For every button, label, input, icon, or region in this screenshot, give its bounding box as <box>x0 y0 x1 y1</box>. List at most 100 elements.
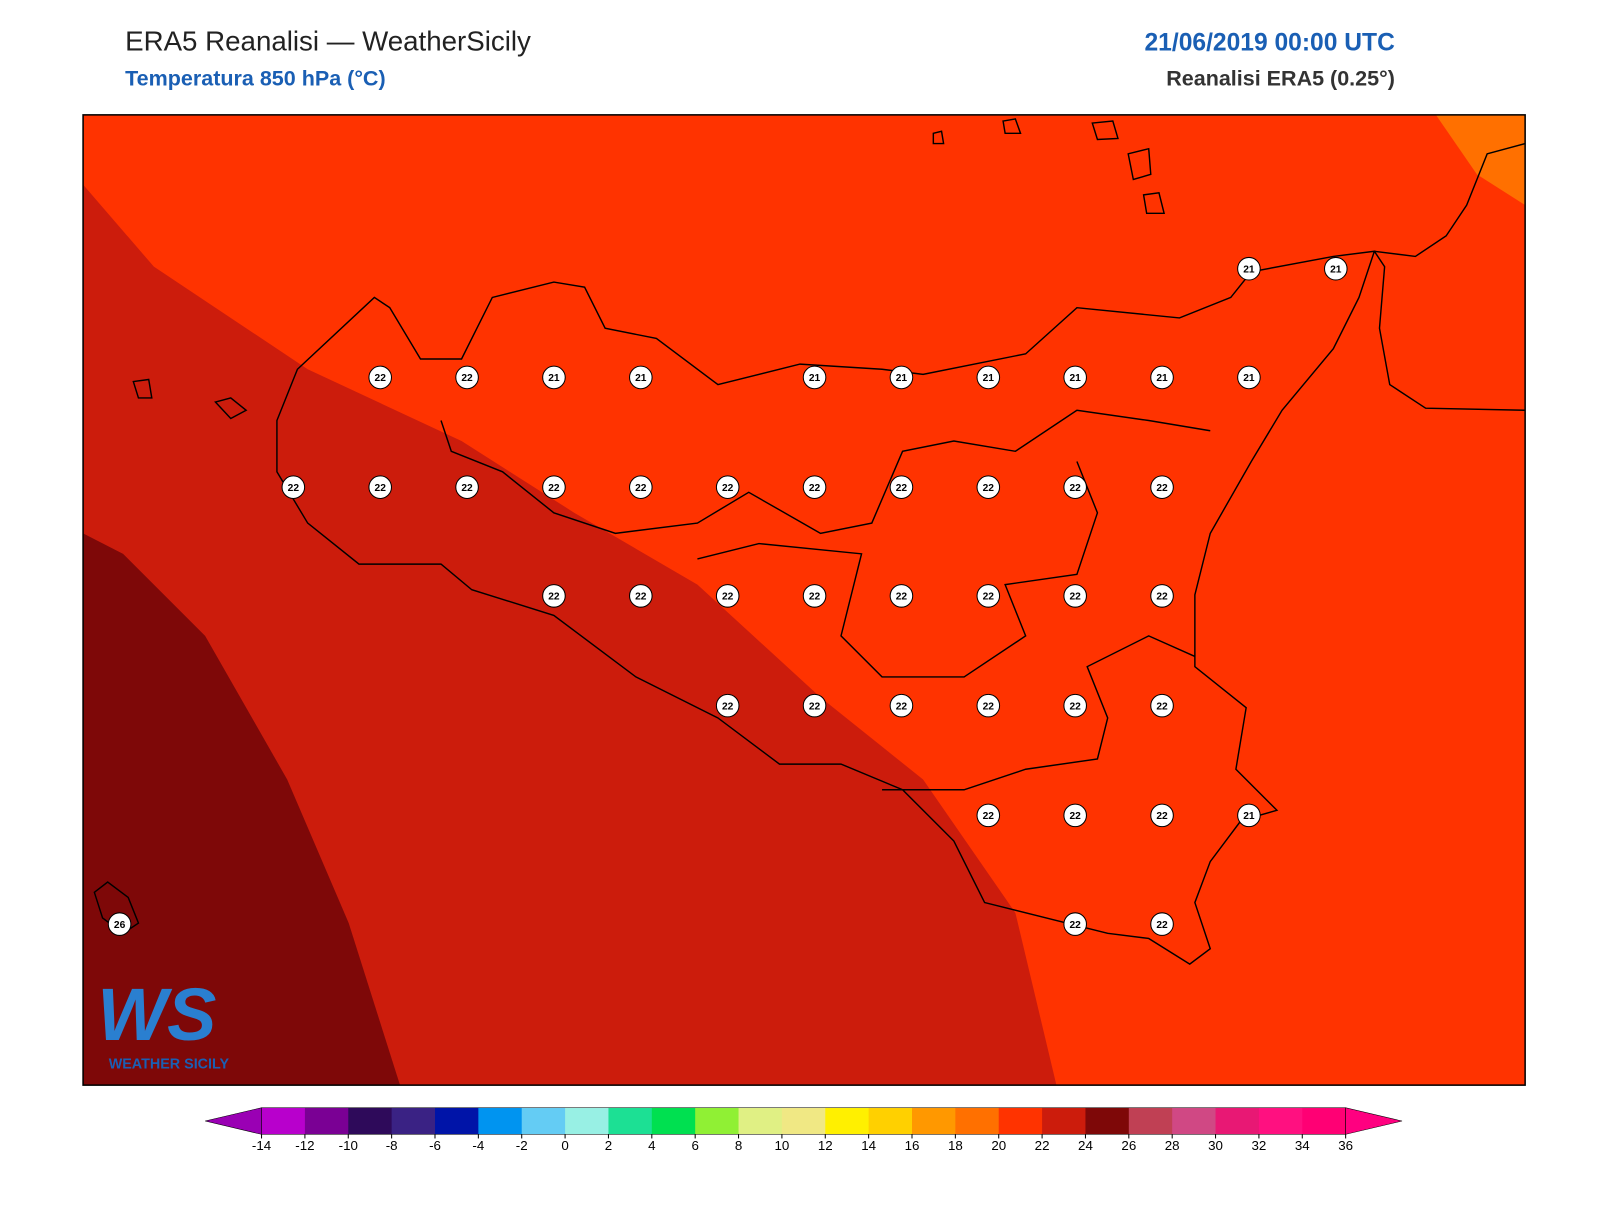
colorbar-bin <box>651 1107 696 1135</box>
stations: 21 21 22 22 21 21 21 21 21 21 21 21 22 22 22 22 22 22 22 22… <box>107 256 1348 936</box>
colorbar-tick-label: -8 <box>386 1138 398 1153</box>
station-value: 22 <box>288 483 300 494</box>
subtitle: Temperatura 850 hPa (°C) <box>125 67 386 91</box>
colorbar-tick-label: -10 <box>339 1138 358 1153</box>
colorbar-bin <box>955 1107 1000 1135</box>
station-value: 22 <box>1156 811 1168 822</box>
colorbar-bin <box>261 1107 306 1135</box>
station-marker <box>629 365 653 390</box>
coastline-sicily <box>276 250 1376 965</box>
colorbar-tick-label: 36 <box>1338 1138 1353 1153</box>
date: 21/06/2019 00:00 UTC <box>1144 30 1395 57</box>
colorbar-tick-label: -6 <box>429 1138 441 1153</box>
colorbar-tick-label: 4 <box>648 1138 656 1153</box>
station-value: 22 <box>1069 811 1081 822</box>
station-marker <box>1237 803 1261 828</box>
source: Reanalisi ERA5 (0.25°) <box>1166 67 1395 91</box>
station-value: 22 <box>809 701 821 712</box>
station-marker <box>1063 475 1087 499</box>
colorbar-bin <box>912 1107 956 1135</box>
station-marker <box>1063 365 1087 390</box>
station-value: 22 <box>896 701 908 712</box>
station-value: 22 <box>548 483 560 494</box>
station-value: 22 <box>1156 920 1168 931</box>
station-marker <box>368 475 393 499</box>
colorbar: -14 -12 -10 -8 -6 -4 -2 0 2 4 6 8 10 12 14 16 18 20 22 24 26… <box>205 1107 1403 1153</box>
station-value: 21 <box>1243 264 1255 275</box>
station-marker <box>1324 256 1348 281</box>
colorbar-bin <box>608 1107 653 1135</box>
colorbar-bin <box>1302 1107 1347 1135</box>
station-value: 22 <box>722 592 734 603</box>
station-marker <box>629 584 653 608</box>
station-value: 21 <box>1243 811 1255 822</box>
colorbar-bin <box>1258 1107 1303 1135</box>
colorbar-bin <box>998 1107 1043 1135</box>
colorbar-bin <box>1042 1107 1086 1135</box>
station-value: 22 <box>983 483 995 494</box>
station-value: 22 <box>983 592 995 603</box>
station-value: 22 <box>1156 701 1168 712</box>
station-value: 21 <box>1069 373 1081 384</box>
station-marker <box>542 475 566 499</box>
station-marker <box>107 912 132 936</box>
station-marker <box>1063 584 1087 608</box>
station-value: 22 <box>548 592 560 603</box>
station-value: 22 <box>375 483 387 494</box>
colorbar-tick-label: 28 <box>1165 1138 1180 1153</box>
station-marker <box>542 584 566 608</box>
colorbar-tick-label: 14 <box>861 1138 876 1153</box>
colorbar-bin <box>304 1107 349 1135</box>
station-marker <box>542 365 566 390</box>
colorbar-tick-label: 2 <box>605 1138 612 1153</box>
colorbar-bin <box>1085 1107 1130 1135</box>
colorbar-tick-label: 32 <box>1251 1138 1266 1153</box>
field-24-26 <box>83 533 401 1086</box>
station-value: 22 <box>1069 592 1081 603</box>
station-value: 22 <box>461 483 473 494</box>
colorbar-tick-label: 26 <box>1121 1138 1136 1153</box>
station-marker <box>1237 365 1261 390</box>
station-marker <box>629 475 653 499</box>
colorbar-tick-label: 16 <box>905 1138 920 1153</box>
station-marker <box>368 365 393 390</box>
colorbar-bin <box>781 1107 826 1135</box>
colorbar-tick-label: -2 <box>516 1138 528 1153</box>
station-marker <box>1150 803 1174 828</box>
station-marker <box>802 365 827 390</box>
station-marker <box>889 584 914 608</box>
station-marker <box>976 584 1001 608</box>
station-value: 22 <box>722 483 734 494</box>
field-22-24 <box>83 184 1057 1086</box>
station-value: 22 <box>1156 592 1168 603</box>
station-value: 22 <box>635 592 647 603</box>
colorbar-tick-label: -14 <box>252 1138 272 1153</box>
station-value: 21 <box>1330 264 1342 275</box>
colorbar-bin <box>868 1107 913 1135</box>
station-value: 21 <box>635 373 647 384</box>
field-18-20 <box>1435 114 1526 206</box>
station-value: 21 <box>983 373 995 384</box>
station-value: 21 <box>1243 373 1255 384</box>
station-value: 21 <box>809 373 821 384</box>
map: 21 21 22 22 21 21 21 21 21 21 21 21 22 22 22 22 22 22 22 22… <box>82 114 1526 1086</box>
station-marker <box>802 693 827 718</box>
station-marker <box>1237 256 1261 281</box>
station-value: 22 <box>896 483 908 494</box>
colorbar-bin <box>478 1107 523 1135</box>
station-marker <box>1063 912 1087 936</box>
colorbar-tick-label: 22 <box>1035 1138 1050 1153</box>
station-marker <box>802 584 827 608</box>
colorbar-frame <box>261 1107 1346 1135</box>
station-value: 22 <box>461 373 473 384</box>
title: ERA5 Reanalisi — WeatherSicily <box>125 25 531 56</box>
colorbar-tick-label: 18 <box>948 1138 963 1153</box>
colorbar-bin <box>1128 1107 1173 1135</box>
station-marker <box>889 693 914 718</box>
station-marker <box>715 475 740 499</box>
colorbar-bin <box>1172 1107 1217 1135</box>
station-marker <box>976 693 1001 718</box>
colorbar-tick-label: 8 <box>735 1138 742 1153</box>
colorbar-tick-label: 6 <box>691 1138 698 1153</box>
